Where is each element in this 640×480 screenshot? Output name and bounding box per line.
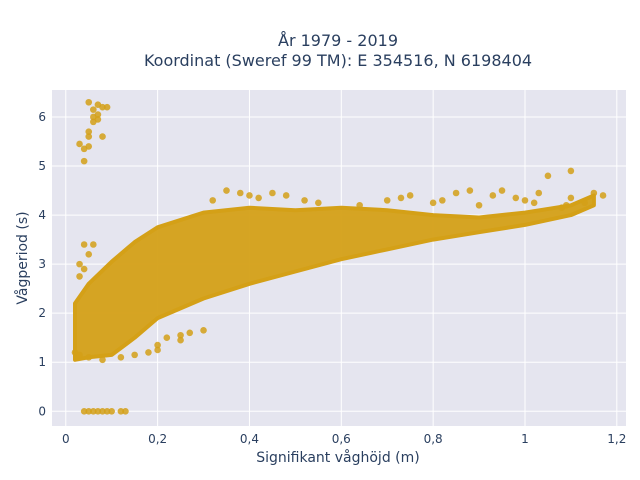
data-point	[397, 194, 405, 202]
data-point	[563, 201, 570, 209]
x-tick-label: 0	[62, 432, 70, 446]
x-tick-label: 0,4	[240, 432, 259, 446]
y-tick-label: 1	[38, 355, 46, 369]
data-point	[108, 407, 115, 415]
data-point	[85, 128, 93, 135]
data-point	[154, 346, 161, 354]
data-point	[76, 351, 83, 359]
data-point	[567, 167, 575, 175]
data-point	[80, 157, 88, 165]
data-point	[246, 192, 253, 199]
data-point	[475, 201, 483, 209]
data-point	[103, 407, 111, 415]
y-tick-label: 6	[38, 110, 46, 124]
data-point	[581, 199, 588, 207]
data-point	[452, 189, 460, 197]
x-tick-label: 1,2	[607, 432, 626, 446]
x-axis-title: Signifikant våghöjd (m)	[256, 449, 419, 466]
data-point	[94, 111, 102, 118]
density-band	[73, 193, 596, 362]
data-point	[186, 329, 194, 337]
x-tick-label: 0,6	[332, 432, 351, 446]
x-tick-label: 1	[521, 432, 529, 446]
data-point	[122, 407, 129, 415]
y-tick-labels: 0 1 2 3 4 5 6	[38, 110, 46, 418]
data-point	[466, 187, 474, 194]
data-point	[590, 189, 598, 197]
y-tick-label: 2	[38, 306, 46, 320]
data-point	[498, 187, 506, 194]
data-point	[429, 199, 437, 207]
data-point	[99, 356, 106, 364]
data-point	[80, 241, 88, 248]
data-point	[406, 192, 414, 199]
data-point	[90, 106, 97, 113]
data-point	[154, 341, 161, 349]
data-point	[90, 407, 97, 415]
data-point	[521, 197, 529, 204]
y-tick-label: 4	[38, 208, 46, 222]
data-point	[117, 407, 125, 415]
data-point	[90, 241, 97, 248]
data-point	[512, 194, 520, 202]
data-point	[80, 265, 88, 273]
data-point	[489, 192, 497, 199]
y-tick-label: 3	[38, 257, 46, 271]
data-point	[356, 201, 363, 209]
data-point	[94, 116, 102, 123]
data-point	[85, 251, 93, 258]
data-point	[535, 189, 543, 197]
data-point	[85, 354, 93, 361]
data-point	[99, 133, 106, 140]
data-point	[103, 103, 111, 111]
data-point	[99, 407, 106, 415]
data-point	[439, 197, 446, 204]
data-point	[383, 197, 391, 204]
data-point	[76, 273, 83, 280]
data-point	[209, 197, 217, 204]
data-point	[223, 187, 230, 194]
data-point	[200, 327, 207, 334]
data-point	[85, 133, 93, 140]
data-point	[530, 199, 538, 207]
data-point	[94, 101, 102, 109]
data-point	[255, 194, 262, 202]
y-tick-label: 5	[38, 159, 46, 173]
y-tick-label: 0	[38, 404, 46, 418]
data-point	[85, 143, 93, 150]
data-point	[85, 98, 93, 106]
data-point	[177, 336, 184, 344]
data-point	[301, 197, 308, 204]
dense-point-cloud	[73, 193, 596, 362]
data-point	[76, 140, 83, 148]
data-point	[94, 407, 102, 415]
data-point	[544, 172, 552, 180]
chart-title-line-2: Koordinat (Sweref 99 TM): E 354516, N 61…	[144, 51, 532, 70]
scatter-points	[71, 98, 607, 415]
data-point	[236, 189, 244, 197]
data-point	[80, 407, 88, 415]
chart-title-line-1: År 1979 - 2019	[278, 31, 398, 50]
data-point	[85, 407, 93, 415]
data-point	[117, 354, 125, 361]
data-point	[76, 260, 83, 268]
data-point	[599, 192, 607, 199]
data-point	[177, 331, 184, 339]
x-tick-label: 0,2	[148, 432, 167, 446]
x-tick-labels: 0 0,2 0,4 0,6 0,8 1 1,2	[62, 432, 626, 446]
data-point	[567, 194, 575, 202]
data-point	[145, 349, 152, 356]
data-point	[163, 334, 171, 342]
y-axis-title: Vågperiod (s)	[14, 211, 31, 304]
data-point	[282, 192, 290, 199]
data-point	[131, 351, 138, 359]
x-tick-label: 0,8	[424, 432, 443, 446]
data-point	[269, 189, 276, 197]
data-point	[315, 199, 322, 207]
